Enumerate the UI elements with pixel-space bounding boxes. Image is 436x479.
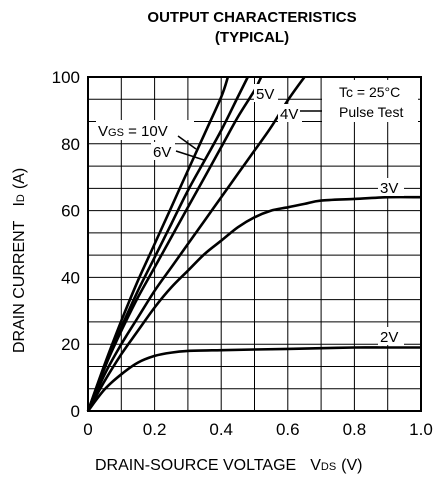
x-tick-label: 0.6 [276, 420, 300, 439]
chart-subtitle: (TYPICAL) [215, 29, 289, 46]
y-axis-symbol: I [11, 202, 28, 206]
x-tick-label: 1.0 [409, 420, 433, 439]
x-axis-subscript: DS [321, 461, 336, 473]
note-pulse-test: Pulse Test [339, 104, 403, 120]
label-3v: 3V [380, 180, 398, 197]
note-temperature: Tc = 25°C [339, 84, 400, 100]
y-tick-label: 40 [61, 268, 80, 287]
curve-group [86, 76, 422, 412]
curve-10v [86, 76, 230, 412]
x-tick-labels: 0 0.2 0.4 0.6 0.8 1.0 [83, 420, 433, 439]
y-tick-label: 100 [52, 68, 80, 87]
plot-frame [87, 76, 422, 412]
leader-10v [177, 135, 197, 150]
x-axis-symbol: V [310, 457, 321, 474]
x-axis-label: DRAIN-SOURCE VOLTAGE VDS (V) [95, 457, 363, 474]
curve-3v [86, 195, 422, 412]
y-tick-label: 80 [61, 135, 80, 154]
y-tick-labels: 0 20 40 60 80 100 [52, 68, 80, 421]
curve-5v [86, 76, 263, 412]
label-4v: 4V [280, 106, 298, 123]
x-axis-unit: (V) [341, 457, 362, 474]
label-5v: 5V [256, 86, 274, 103]
vgs-value: = 10V [124, 123, 168, 140]
leader-6v [175, 150, 205, 161]
label-2v: 2V [380, 329, 398, 346]
x-tick-label: 0 [83, 420, 92, 439]
x-tick-label: 0.8 [343, 420, 367, 439]
vgs-subscript: GS [108, 127, 124, 139]
y-tick-label: 0 [71, 402, 80, 421]
y-axis-text: DRAIN CURRENT [11, 220, 28, 353]
svg-text:VGS = 10V: VGS = 10V [98, 123, 168, 140]
x-tick-label: 0.2 [143, 420, 167, 439]
x-axis-text: DRAIN-SOURCE VOLTAGE [95, 457, 296, 474]
label-6v: 6V [153, 144, 171, 161]
y-axis-subscript: D [15, 194, 27, 202]
y-tick-label: 20 [61, 335, 80, 354]
x-tick-label: 0.4 [209, 420, 233, 439]
chart-title: OUTPUT CHARACTERISTICS [147, 9, 356, 26]
y-axis-unit: (A) [11, 168, 28, 189]
curve-2v [86, 346, 421, 412]
vgs-symbol: V [98, 123, 108, 140]
vgs-10v-label: VGS = 10V [96, 120, 194, 140]
y-axis-label: DRAIN CURRENT ID (A) [11, 168, 28, 353]
curve-4v [86, 76, 306, 412]
y-tick-label: 60 [61, 202, 80, 221]
